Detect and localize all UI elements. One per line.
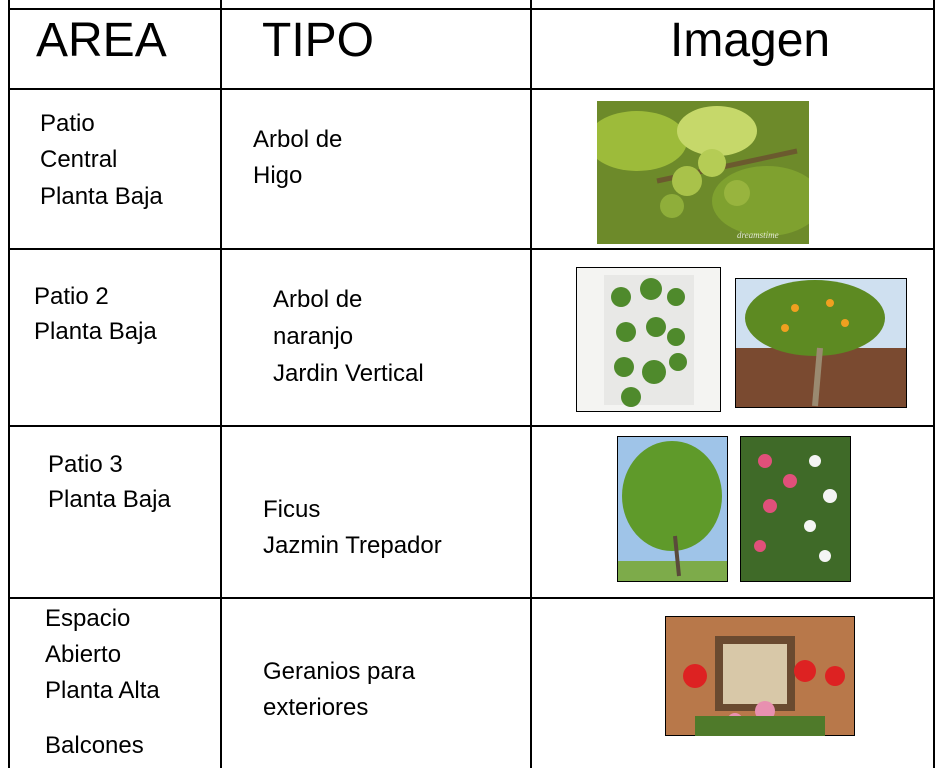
table-border: [8, 8, 935, 10]
header-cell: TIPO: [262, 14, 375, 67]
tipo-text: Geranios para: [263, 658, 416, 685]
tipo-text: Arbol de: [253, 126, 343, 153]
tipo-text: exteriores: [263, 694, 369, 721]
ficus-photo: [617, 436, 728, 582]
tipo-text: Ficus: [263, 496, 321, 523]
tipo-text: naranjo: [273, 323, 354, 350]
table-border: [8, 0, 10, 768]
area-text: Balcones: [45, 732, 144, 759]
tipo-text: Higo: [253, 162, 303, 189]
table-border: [8, 425, 935, 427]
table-border: [933, 0, 935, 768]
watermark: dreamstime: [737, 230, 779, 240]
area-text: Central: [40, 146, 118, 173]
table-border: [8, 88, 935, 90]
area-text: Abierto: [45, 641, 122, 668]
area-text: Planta Baja: [40, 183, 163, 210]
orange-tree-photo: [735, 278, 907, 408]
area-text: Planta Baja: [48, 486, 171, 513]
jasmine-photo: [740, 436, 851, 582]
tipo-text: Jardin Vertical: [273, 360, 424, 387]
area-text: Espacio: [45, 605, 131, 632]
area-text: Patio: [40, 110, 95, 137]
header-cell: AREA: [36, 14, 167, 67]
table-border: [8, 248, 935, 250]
table-border: [8, 597, 935, 599]
header-cell: Imagen: [670, 14, 831, 67]
geranium-photo: [665, 616, 855, 736]
area-text: Planta Alta: [45, 677, 160, 704]
vertical-garden-photo: [576, 267, 721, 412]
area-text: Planta Baja: [34, 318, 157, 345]
tipo-text: Arbol de: [273, 286, 363, 313]
tipo-text: Jazmin Trepador: [263, 532, 442, 559]
area-text: Patio 2: [34, 283, 109, 310]
table-border: [220, 0, 222, 768]
fig-photo: dreamstime: [597, 101, 809, 244]
area-text: Patio 3: [48, 451, 123, 478]
table-border: [530, 0, 532, 768]
